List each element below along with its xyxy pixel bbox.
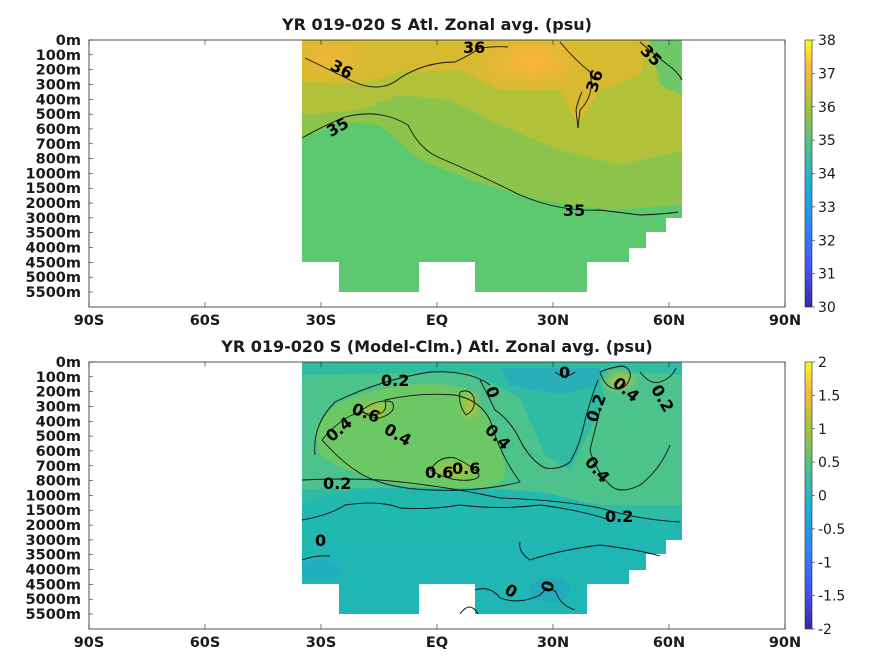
top-y-tick-label: 5500m bbox=[26, 285, 81, 301]
top-contours bbox=[301, 41, 683, 216]
bottom-label-10: 0 bbox=[315, 531, 326, 550]
bottom-y-tick-label: 3500m bbox=[26, 548, 81, 564]
bottom-label-18: 0 bbox=[537, 579, 558, 595]
bottom-y-tick-label: 4500m bbox=[26, 577, 81, 593]
top-x-tick-label: 90S bbox=[74, 313, 105, 329]
bottom-y-tick-label: 800m bbox=[36, 474, 81, 490]
top-x-axis: 90S 60S 30S EQ 30N 60N 90N bbox=[74, 40, 801, 329]
top-label-36-1: 36 bbox=[463, 38, 485, 57]
top-y-tick-label: 400m bbox=[36, 92, 81, 108]
bottom-colorbar-ticks: -2 -1.5 -1 -0.5 0 0.5 1 1.5 2 bbox=[812, 355, 845, 638]
top-y-tick-label: 2000m bbox=[26, 196, 81, 212]
top-y-tick-label: 1500m bbox=[26, 181, 81, 197]
top-y-tick-label: 100m bbox=[36, 48, 81, 64]
top-colorbar bbox=[804, 39, 813, 308]
bottom-colorbar-tick-label: -1.5 bbox=[818, 589, 845, 605]
bottom-y-tick-label: 100m bbox=[36, 370, 81, 386]
bottom-x-tick-label: 90S bbox=[74, 635, 105, 651]
bottom-label-7: 0.6 bbox=[452, 459, 480, 478]
bottom-y-tick-label: 3000m bbox=[26, 533, 81, 549]
top-y-tick-label: 800m bbox=[36, 152, 81, 168]
top-y-tick-label: 3000m bbox=[26, 211, 81, 227]
bottom-y-tick-label: 1000m bbox=[26, 488, 81, 504]
bottom-y-tick-label: 700m bbox=[36, 459, 81, 475]
bottom-colorbar bbox=[804, 361, 813, 630]
top-x-tick-label: 90N bbox=[769, 313, 801, 329]
bottom-colorbar-tick-label: -1 bbox=[818, 555, 832, 571]
bottom-x-axis: 90S 60S 30S EQ 30N 60N 90N bbox=[74, 362, 801, 651]
top-colorbar-tick-label: 33 bbox=[818, 200, 836, 216]
top-colorbar-tick-label: 35 bbox=[818, 133, 836, 149]
top-colorbar-ticks: 30 31 32 33 34 35 36 37 38 bbox=[812, 33, 836, 316]
bottom-y-tick-label: 0m bbox=[56, 355, 81, 371]
top-x-tick-label: 30S bbox=[306, 313, 337, 329]
top-y-tick-label: 600m bbox=[36, 122, 81, 138]
bottom-x-tick-label: 30S bbox=[306, 635, 337, 651]
bottom-y-tick-label: 200m bbox=[36, 385, 81, 401]
bottom-y-tick-label: 2000m bbox=[26, 518, 81, 534]
top-colorbar-tick-label: 38 bbox=[818, 33, 836, 49]
top-y-tick-label: 500m bbox=[36, 107, 81, 123]
bottom-chart-title: YR 019-020 S (Model-Clm.) Atl. Zonal avg… bbox=[220, 337, 652, 356]
bottom-y-tick-label: 500m bbox=[36, 429, 81, 445]
bottom-x-tick-label: 60N bbox=[653, 635, 685, 651]
bottom-y-tick-label: 600m bbox=[36, 444, 81, 460]
top-y-tick-label: 1000m bbox=[26, 166, 81, 182]
bottom-contours bbox=[301, 365, 681, 615]
top-colorbar-tick-label: 32 bbox=[818, 233, 836, 249]
bottom-colorbar-tick-label: 0 bbox=[818, 489, 827, 505]
bottom-x-tick-label: 90N bbox=[769, 635, 801, 651]
bottom-y-tick-label: 5000m bbox=[26, 592, 81, 608]
top-label-35-2: 35 bbox=[563, 201, 585, 220]
top-salinity-field bbox=[302, 40, 682, 292]
bottom-label-16: 0 bbox=[559, 363, 570, 382]
bottom-y-tick-label: 1500m bbox=[26, 503, 81, 519]
top-x-tick-label: EQ bbox=[426, 313, 448, 329]
top-colorbar-tick-label: 37 bbox=[818, 66, 836, 82]
top-contour-36a bbox=[304, 46, 509, 88]
top-x-tick-label: 30N bbox=[537, 313, 569, 329]
bottom-y-tick-label: 5500m bbox=[26, 607, 81, 623]
bottom-colorbar-tick-label: -0.5 bbox=[818, 522, 845, 538]
bottom-y-tick-label: 400m bbox=[36, 414, 81, 430]
bottom-label-1: 0.2 bbox=[381, 371, 409, 390]
bottom-y-tick-label: 300m bbox=[36, 399, 81, 415]
top-chart-title: YR 019-020 S Atl. Zonal avg. (psu) bbox=[281, 15, 592, 34]
bottom-x-tick-label: EQ bbox=[426, 635, 448, 651]
top-contour-35a bbox=[301, 113, 679, 216]
bottom-y-axis: 0m100m200m300m400m500m600m700m800m1000m1… bbox=[26, 355, 93, 623]
top-y-tick-label: 3500m bbox=[26, 226, 81, 242]
top-contour-36b bbox=[559, 41, 592, 129]
top-y-tick-label: 4000m bbox=[26, 241, 81, 257]
top-y-tick-label: 300m bbox=[36, 77, 81, 93]
bottom-x-tick-label: 30N bbox=[537, 635, 569, 651]
bottom-x-tick-label: 60S bbox=[190, 635, 221, 651]
top-y-tick-label: 700m bbox=[36, 137, 81, 153]
top-x-tick-label: 60N bbox=[653, 313, 685, 329]
bottom-colorbar-tick-label: 1.5 bbox=[818, 388, 840, 404]
top-contour-35b bbox=[639, 41, 683, 81]
top-colorbar-tick-label: 31 bbox=[818, 267, 836, 283]
bottom-y-tick-label: 4000m bbox=[26, 563, 81, 579]
top-colorbar-tick-label: 30 bbox=[818, 300, 836, 316]
bottom-colorbar-tick-label: 1 bbox=[818, 422, 827, 438]
bottom-colorbar-tick-label: 2 bbox=[818, 355, 827, 371]
bottom-label-8: 0.2 bbox=[323, 474, 351, 493]
bottom-colorbar-tick-label: 0.5 bbox=[818, 455, 840, 471]
bottom-label-6: 0.6 bbox=[425, 463, 453, 482]
top-y-tick-label: 5000m bbox=[26, 270, 81, 286]
top-y-tick-label: 4500m bbox=[26, 255, 81, 271]
top-x-tick-label: 60S bbox=[190, 313, 221, 329]
top-colorbar-tick-label: 36 bbox=[818, 100, 836, 116]
bottom-label-9: 0.2 bbox=[605, 507, 633, 526]
top-y-tick-label: 200m bbox=[36, 63, 81, 79]
bottom-colorbar-tick-label: -2 bbox=[818, 622, 832, 638]
top-y-axis: 0m100m200m300m400m500m600m700m800m1000m1… bbox=[26, 33, 93, 301]
top-y-tick-label: 0m bbox=[56, 33, 81, 49]
top-colorbar-tick-label: 34 bbox=[818, 167, 836, 183]
